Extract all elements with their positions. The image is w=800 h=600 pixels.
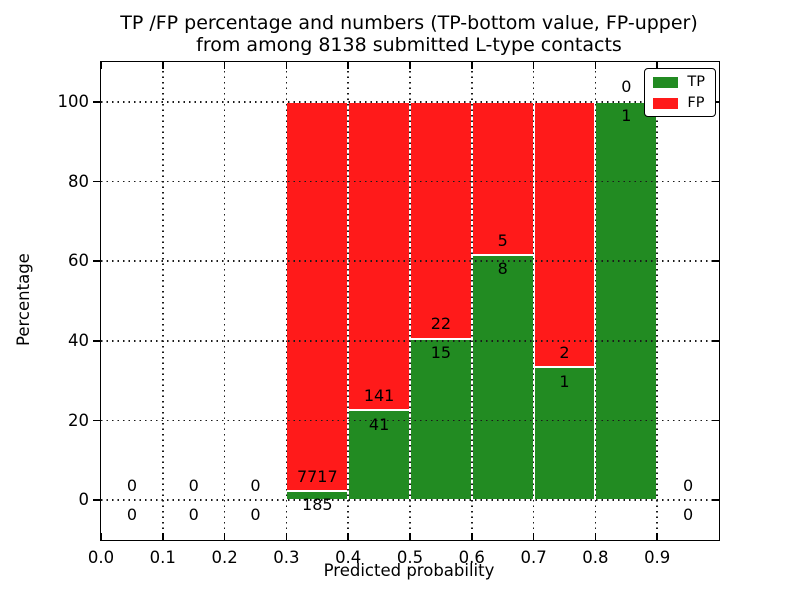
annotation-tp-count: 0 [683, 504, 694, 524]
x-axis-label: Predicted probability [323, 561, 495, 580]
x-tick-mark [409, 533, 411, 540]
annotation-tp-count: 0 [188, 504, 199, 524]
annotation-tp-count: 1 [621, 106, 632, 126]
x-tick-mark [285, 533, 288, 540]
legend-label-tp: TP [687, 74, 705, 90]
y-tick-label: 100 [57, 91, 90, 111]
legend: TP FP [644, 68, 716, 117]
x-tick-label: 0.5 [396, 548, 424, 567]
grid-line-vertical [162, 62, 164, 540]
annotation-tp-count: 8 [497, 259, 508, 279]
y-tick-mark [92, 180, 100, 183]
y-tick-label: 60 [68, 251, 89, 271]
x-tick-mark [532, 533, 535, 540]
legend-item-tp: TP [653, 75, 705, 89]
x-tick-mark [223, 62, 226, 69]
grid-line-vertical [594, 62, 597, 540]
bar-fp-segment [348, 101, 410, 411]
y-tick-label: 40 [68, 330, 89, 350]
x-tick-mark [100, 62, 102, 69]
x-tick-mark [347, 533, 349, 540]
annotation-tp-count: 41 [368, 414, 390, 434]
grid-line-vertical [532, 62, 535, 540]
x-tick-label: 0.2 [211, 548, 238, 567]
bar-tp-segment [595, 101, 658, 501]
x-tick-mark [656, 62, 658, 69]
annotation-fp-count: 0 [250, 475, 261, 495]
chart-title-line1: TP /FP percentage and numbers (TP-bottom… [120, 12, 698, 34]
annotation-tp-count: 0 [250, 504, 261, 524]
grid-line-vertical [656, 62, 658, 540]
x-tick-mark [409, 62, 411, 69]
grid-line-vertical [347, 62, 349, 540]
plot-area: TP FP 0.0 0.1 0.2 0.3 0.4 0.5 0.6 0.7 0.8 0.9 0 20 4… [58, 61, 720, 567]
y-tick-mark [92, 340, 100, 342]
x-tick-mark [285, 62, 288, 69]
annotation-fp-count: 0 [188, 475, 199, 495]
x-tick-label: 0.7 [520, 548, 547, 567]
y-tick-mark [712, 180, 719, 183]
annotation-tp-count: 185 [302, 495, 333, 515]
x-tick-label: 0.0 [87, 548, 115, 567]
x-tick-label: 0.1 [149, 548, 176, 567]
y-tick-mark [712, 419, 719, 422]
x-tick-label: 0.3 [273, 548, 300, 567]
legend-swatch-tp [653, 76, 679, 88]
bar-fp-segment [533, 101, 596, 368]
x-tick-mark [223, 533, 226, 540]
y-axis-label: Percentage [14, 253, 33, 347]
bar-tp-segment [533, 367, 596, 501]
x-tick-label: 0.8 [582, 548, 609, 567]
x-tick-mark [471, 62, 473, 69]
annotation-fp-count: 0 [683, 475, 694, 495]
annotation-fp-count: 5 [497, 230, 508, 250]
x-tick-mark [656, 533, 658, 540]
chart-title: TP /FP percentage and numbers (TP-bottom… [100, 12, 718, 56]
annotation-fp-count: 0 [621, 77, 632, 97]
chart-title-line2: from among 8138 submitted L-type contact… [196, 34, 622, 56]
annotation-tp-count: 0 [126, 504, 137, 524]
annotation-fp-count: 0 [126, 475, 137, 495]
y-tick-mark [92, 260, 100, 262]
y-tick-mark [712, 499, 719, 501]
y-tick-label: 20 [68, 410, 89, 430]
legend-swatch-fp [653, 97, 679, 109]
x-tick-label: 0.9 [644, 548, 671, 567]
x-tick-mark [594, 533, 597, 540]
y-tick-mark [92, 101, 100, 103]
bar-fp-segment [410, 101, 472, 339]
x-tick-mark [594, 62, 597, 69]
y-tick-label: 80 [68, 171, 89, 191]
grid-line-vertical [223, 62, 226, 540]
legend-label-fp: FP [687, 95, 705, 111]
annotation-fp-count: 141 [363, 386, 395, 406]
annotation-fp-count: 7717 [296, 466, 338, 486]
y-tick-mark [92, 499, 100, 501]
x-tick-mark [162, 533, 164, 540]
x-tick-label: 0.6 [458, 548, 485, 567]
x-tick-mark [471, 533, 473, 540]
x-tick-label: 0.4 [335, 548, 362, 567]
grid-line-vertical [409, 62, 411, 540]
y-tick-label: 0 [78, 490, 90, 510]
y-tick-mark [712, 260, 719, 262]
x-tick-mark [347, 62, 349, 69]
y-tick-mark [92, 419, 100, 422]
x-tick-mark [100, 533, 102, 540]
grid-line-vertical [285, 62, 288, 540]
x-tick-mark [532, 62, 535, 69]
annotation-fp-count: 2 [559, 343, 570, 363]
legend-item-fp: FP [653, 96, 705, 110]
annotation-tp-count: 15 [430, 343, 452, 363]
annotation-fp-count: 22 [430, 314, 452, 334]
grid-line-vertical [471, 62, 473, 540]
x-tick-mark [162, 62, 164, 69]
annotation-tp-count: 1 [559, 371, 570, 391]
y-tick-mark [712, 340, 719, 342]
